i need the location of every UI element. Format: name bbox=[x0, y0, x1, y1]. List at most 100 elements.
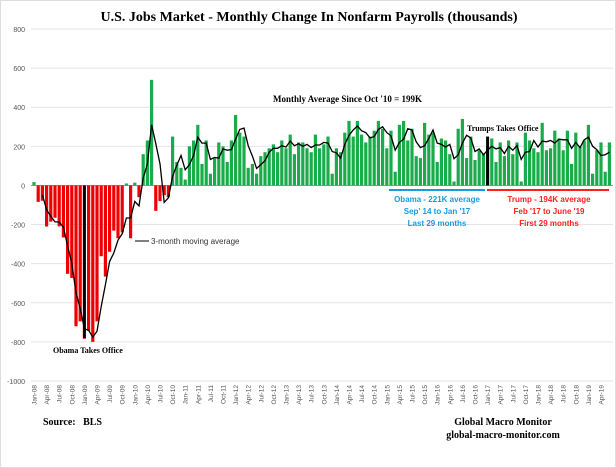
x-tick-label: Oct-17 bbox=[523, 385, 530, 405]
bar bbox=[196, 124, 200, 186]
bar bbox=[469, 136, 473, 186]
bar bbox=[171, 136, 175, 186]
bar bbox=[213, 158, 217, 186]
x-tick-label: Jul-17 bbox=[510, 385, 517, 403]
y-tick-label: -200 bbox=[11, 223, 25, 230]
bar bbox=[334, 148, 338, 186]
bar bbox=[129, 185, 133, 239]
bar bbox=[45, 185, 49, 227]
bar bbox=[66, 185, 70, 274]
bar bbox=[313, 134, 317, 186]
bar bbox=[456, 128, 460, 186]
x-tick-label: Oct-10 bbox=[170, 385, 177, 405]
x-tick-label: Jan-09 bbox=[82, 385, 89, 405]
bar bbox=[162, 185, 166, 196]
bar bbox=[246, 167, 250, 186]
bar bbox=[297, 142, 301, 186]
x-tick-label: Apr-19 bbox=[599, 385, 606, 405]
bar bbox=[292, 154, 296, 186]
x-tick-label: Oct-11 bbox=[221, 385, 228, 404]
bar bbox=[208, 173, 212, 186]
y-tick-label: 0 bbox=[21, 183, 25, 190]
bar bbox=[49, 185, 53, 222]
bar bbox=[103, 185, 107, 277]
bar bbox=[150, 79, 154, 186]
x-tick-label: Apr-18 bbox=[548, 385, 555, 405]
x-tick-label: Oct-13 bbox=[321, 385, 328, 405]
bar bbox=[381, 128, 385, 186]
x-tick-label: Jan-10 bbox=[132, 385, 139, 405]
x-tick-label: Jul-13 bbox=[309, 385, 316, 403]
bar bbox=[603, 171, 607, 186]
bar bbox=[116, 185, 120, 239]
x-tick-label: Oct-18 bbox=[573, 385, 580, 405]
y-tick-label: 800 bbox=[13, 27, 25, 34]
bar bbox=[544, 150, 548, 186]
bar bbox=[393, 171, 397, 186]
credit-url: global-macro-monitor.com bbox=[446, 430, 560, 441]
bar bbox=[582, 140, 586, 186]
trump-office-annotation: Trumps Takes Office bbox=[467, 124, 539, 133]
obama-box-line-2: Sep' 14 to Jan '17 bbox=[404, 207, 471, 216]
bar bbox=[99, 185, 103, 257]
bar bbox=[330, 173, 334, 186]
bar bbox=[141, 154, 145, 186]
bar bbox=[250, 163, 254, 186]
bar bbox=[200, 163, 204, 186]
obama-office-marker bbox=[83, 185, 86, 338]
source-label: Source: BLS bbox=[43, 417, 102, 428]
bar bbox=[402, 120, 406, 186]
bar bbox=[532, 148, 536, 186]
bar bbox=[322, 144, 326, 186]
bar bbox=[427, 134, 431, 186]
bar bbox=[368, 136, 372, 186]
x-tick-label: Oct-08 bbox=[69, 385, 76, 405]
x-tick-label: Apr-15 bbox=[397, 385, 404, 405]
bar bbox=[166, 185, 170, 198]
bar bbox=[225, 161, 229, 186]
bar bbox=[53, 185, 57, 218]
bar bbox=[439, 138, 443, 186]
bar bbox=[192, 140, 196, 186]
bar bbox=[452, 181, 456, 186]
bar bbox=[339, 152, 343, 186]
bar bbox=[578, 146, 582, 186]
x-tick-label: Jul-18 bbox=[561, 385, 568, 403]
x-tick-label: Jul-11 bbox=[208, 385, 215, 403]
moving-average-label: 3-month moving average bbox=[151, 237, 240, 246]
chart-title: U.S. Jobs Market - Monthly Change In Non… bbox=[100, 10, 517, 25]
bar bbox=[309, 152, 313, 186]
bar bbox=[477, 150, 481, 186]
bar bbox=[528, 140, 532, 186]
bar bbox=[263, 152, 267, 186]
bar bbox=[448, 154, 452, 186]
bar bbox=[120, 185, 124, 233]
bar bbox=[280, 140, 284, 186]
bar bbox=[431, 132, 435, 186]
trump-office-marker bbox=[486, 136, 490, 186]
x-tick-label: Apr-12 bbox=[246, 385, 253, 405]
bar bbox=[515, 142, 519, 186]
bar bbox=[91, 185, 95, 342]
bar bbox=[355, 120, 359, 186]
bar bbox=[154, 185, 158, 211]
moving-average-line bbox=[41, 124, 610, 339]
bar bbox=[108, 185, 112, 252]
x-tick-label: Apr-13 bbox=[296, 385, 303, 405]
bar bbox=[607, 142, 611, 186]
bar bbox=[444, 140, 448, 186]
bar bbox=[540, 122, 544, 186]
bar bbox=[511, 154, 515, 186]
trump-box-line-3: First 29 months bbox=[519, 219, 579, 228]
bar bbox=[301, 142, 305, 186]
y-tick-label: -800 bbox=[11, 340, 25, 347]
bar bbox=[397, 124, 401, 186]
bar bbox=[32, 182, 36, 186]
x-tick-label: Oct-15 bbox=[422, 385, 429, 405]
bar bbox=[204, 140, 208, 186]
bar bbox=[259, 156, 263, 186]
bar bbox=[326, 136, 330, 186]
y-tick-label: 600 bbox=[13, 66, 25, 73]
bar bbox=[410, 128, 414, 186]
x-tick-label: Apr-17 bbox=[498, 385, 505, 405]
